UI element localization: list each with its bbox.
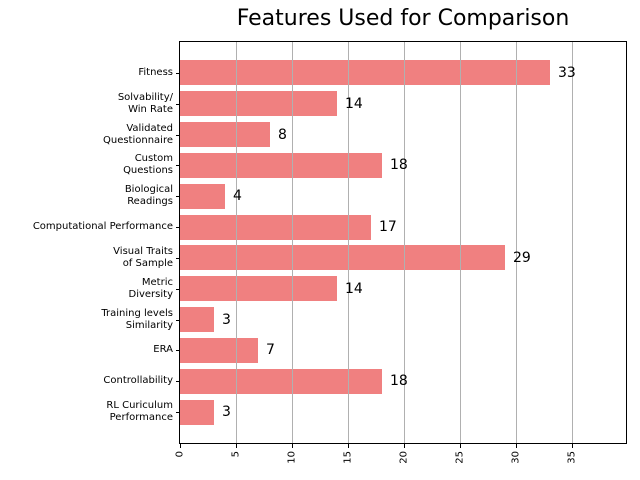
gridline bbox=[460, 42, 461, 443]
y-tick-mark bbox=[176, 289, 180, 290]
y-tick-label: Metric Diversity bbox=[128, 277, 174, 300]
y-tick-label: Controllability bbox=[103, 375, 173, 386]
x-tick-mark bbox=[460, 444, 461, 448]
chart-title: Features Used for Comparison bbox=[236, 6, 570, 31]
y-tick-label: Validated Questionnaire bbox=[102, 123, 173, 146]
y-tick-mark bbox=[176, 350, 180, 351]
y-tick-label: Fitness bbox=[138, 67, 173, 78]
bar-value-label: 4 bbox=[233, 188, 242, 204]
y-tick-label: ERA bbox=[153, 344, 173, 355]
bar bbox=[180, 122, 270, 147]
bar bbox=[180, 153, 382, 178]
bar bbox=[180, 369, 382, 394]
gridline bbox=[572, 42, 573, 443]
y-tick-mark bbox=[176, 412, 180, 413]
y-tick-label: Training levels Similarity bbox=[101, 308, 173, 331]
y-tick-mark bbox=[176, 165, 180, 166]
bar bbox=[180, 60, 550, 85]
y-tick-mark bbox=[176, 320, 180, 321]
bar bbox=[180, 91, 337, 116]
y-tick-mark bbox=[176, 104, 180, 105]
bar-value-label: 17 bbox=[379, 219, 397, 235]
gridline bbox=[516, 42, 517, 443]
y-tick-label: RL Curiculum Performance bbox=[106, 400, 173, 423]
x-tick-label: 5 bbox=[230, 451, 242, 458]
x-tick-label: 15 bbox=[342, 451, 354, 464]
x-tick-label: 10 bbox=[286, 451, 298, 464]
y-tick-mark bbox=[176, 73, 180, 74]
x-tick-label: 35 bbox=[566, 451, 578, 464]
bar-value-label: 3 bbox=[222, 312, 231, 328]
bar-value-label: 18 bbox=[390, 157, 408, 173]
bar bbox=[180, 276, 337, 301]
x-tick-label: 20 bbox=[398, 451, 410, 464]
gridline bbox=[404, 42, 405, 443]
y-tick-label: Custom Questions bbox=[123, 153, 173, 176]
bar-value-label: 14 bbox=[345, 281, 363, 297]
bar bbox=[180, 184, 225, 209]
y-tick-mark bbox=[176, 196, 180, 197]
x-tick-mark bbox=[516, 444, 517, 448]
y-tick-label: Biological Readings bbox=[124, 184, 173, 207]
bar bbox=[180, 338, 258, 363]
y-tick-mark bbox=[176, 381, 180, 382]
x-tick-label: 25 bbox=[454, 451, 466, 464]
bar-value-label: 7 bbox=[266, 342, 275, 358]
gridline bbox=[236, 42, 237, 443]
bar bbox=[180, 307, 214, 332]
x-tick-mark bbox=[404, 444, 405, 448]
y-tick-mark bbox=[176, 258, 180, 259]
x-tick-mark bbox=[236, 444, 237, 448]
y-tick-mark bbox=[176, 227, 180, 228]
bar-value-label: 29 bbox=[513, 250, 531, 266]
x-tick-mark bbox=[348, 444, 349, 448]
bar-value-label: 3 bbox=[222, 404, 231, 420]
x-tick-mark bbox=[572, 444, 573, 448]
bar-value-label: 14 bbox=[345, 96, 363, 112]
bar bbox=[180, 215, 371, 240]
bar-value-label: 18 bbox=[390, 373, 408, 389]
gridline bbox=[292, 42, 293, 443]
gridline bbox=[348, 42, 349, 443]
bar-value-label: 8 bbox=[278, 127, 287, 143]
bar bbox=[180, 400, 214, 425]
y-tick-label: Computational Performance bbox=[32, 221, 173, 232]
x-tick-mark bbox=[292, 444, 293, 448]
bar-value-label: 33 bbox=[558, 65, 576, 81]
y-tick-label: Visual Traits of Sample bbox=[113, 246, 173, 269]
x-tick-label: 30 bbox=[510, 451, 522, 464]
bar bbox=[180, 245, 505, 270]
y-tick-label: Solvability/ Win Rate bbox=[117, 92, 173, 115]
x-tick-label: 0 bbox=[174, 451, 186, 458]
y-tick-mark bbox=[176, 135, 180, 136]
x-tick-mark bbox=[180, 444, 181, 448]
